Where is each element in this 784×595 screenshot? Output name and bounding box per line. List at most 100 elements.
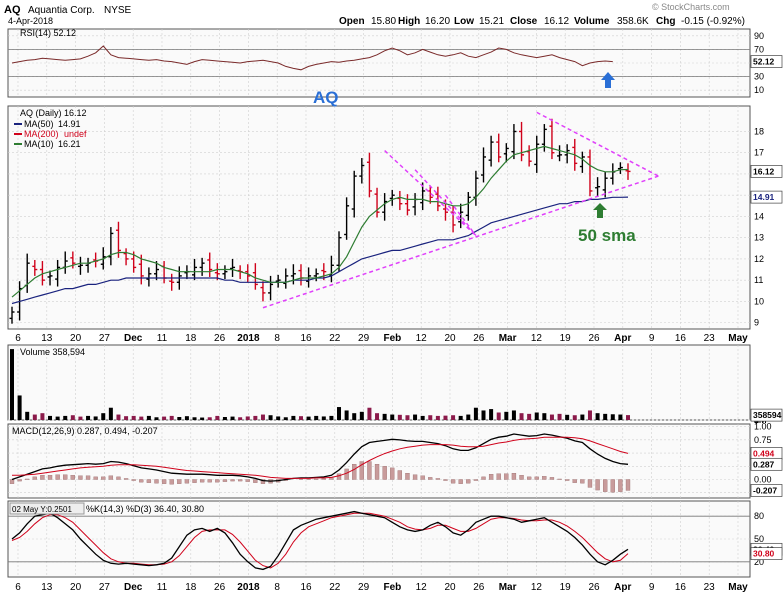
- price-bar: [9, 306, 15, 324]
- price-y-tick-label: 10: [754, 296, 764, 306]
- volume-bar: [108, 407, 113, 420]
- x-axis-tick-label: 16: [675, 333, 687, 344]
- x-axis-tick-label: 6: [15, 333, 21, 344]
- x-axis-tick-label: 19: [560, 333, 572, 344]
- x-axis-tick-label: 13: [41, 582, 53, 593]
- volume-bar: [25, 411, 30, 420]
- volume-legend: Volume 358,594: [20, 347, 85, 357]
- close-label: Close: [510, 16, 538, 27]
- volume-bar: [473, 407, 478, 420]
- volume-bar: [443, 415, 448, 420]
- x-axis-tick-label: 20: [70, 333, 82, 344]
- macd-histogram-bar: [192, 479, 197, 483]
- volume-bar: [184, 416, 189, 420]
- volume-bar: [534, 412, 539, 420]
- macd-histogram-bar: [101, 476, 106, 480]
- macd-histogram-bar: [321, 478, 326, 480]
- ma200-legend: MA(200) undef: [14, 129, 87, 139]
- macd-histogram-bar: [466, 479, 471, 484]
- volume-bar: [230, 416, 235, 420]
- macd-histogram-bar: [131, 479, 136, 481]
- price-bar: [488, 135, 494, 167]
- price-bar: [617, 162, 623, 174]
- x-axis-tick-label: 26: [214, 333, 226, 344]
- x-axis-tick-label: 2018: [237, 333, 260, 344]
- ma50-legend: MA(50) 14.91: [14, 119, 81, 129]
- x-axis-tick-label: Dec: [124, 582, 143, 593]
- macd-histogram-bar: [169, 479, 174, 485]
- x-axis-tick-label: 26: [473, 333, 485, 344]
- ticker-annotation: AQ: [313, 88, 339, 107]
- volume-bar: [245, 416, 250, 420]
- price-y-tick-label: 18: [754, 126, 764, 136]
- volume-bar: [428, 415, 433, 420]
- x-axis-tick-label: 20: [444, 333, 456, 344]
- macd-histogram-bar: [572, 479, 577, 483]
- price-bar: [214, 263, 220, 281]
- volume-bar: [260, 414, 265, 420]
- x-axis-tick-label: 23: [704, 582, 716, 593]
- price-bar: [458, 203, 464, 229]
- sma-annotation: 50 sma: [578, 226, 636, 245]
- macd-histogram-bar: [450, 479, 456, 484]
- volume-value: 358.6K: [617, 16, 649, 27]
- x-axis-tick-label: 26: [214, 582, 226, 593]
- price-bar: [153, 261, 159, 281]
- chart-header: AQ Aquantia Corp. NYSE 4-Apr-2018 © Stoc…: [4, 2, 745, 27]
- x-axis-tick-label: 9: [649, 582, 655, 593]
- x-axis-tick-label: Feb: [384, 582, 402, 593]
- macd-histogram-bar: [542, 476, 547, 480]
- ma10-legend-value: 16.21: [58, 139, 81, 149]
- x-axis-tick-label: 8: [274, 333, 280, 344]
- volume-bar: [375, 413, 380, 420]
- volume-bar: [527, 413, 532, 420]
- x-axis-tick-label: 2018: [237, 582, 260, 593]
- rsi-y-tick-label: 30: [754, 72, 764, 82]
- plot-layer: 52.1216.1214.913585940.4940.287-0.20736.…: [8, 45, 783, 571]
- price-bar: [222, 265, 228, 280]
- ma50-legend-name: MA(50): [24, 119, 54, 129]
- volume-bar: [580, 414, 585, 420]
- macd-y-tick-label: 1.00: [754, 422, 772, 432]
- price-bar: [481, 147, 487, 183]
- macd-histogram-bar: [154, 479, 159, 484]
- macd-histogram-bar: [420, 475, 425, 480]
- volume-bar: [40, 413, 45, 420]
- x-axis-tick-label: 9: [649, 333, 655, 344]
- macd-histogram-bar: [473, 479, 479, 481]
- rsi-y-tick-label: 90: [754, 31, 764, 41]
- price-bar: [519, 121, 525, 162]
- x-axis-tick-label: Feb: [384, 333, 402, 344]
- x-axis-tick-label: 20: [70, 582, 82, 593]
- x-axis-tick-label: Apr: [614, 582, 631, 593]
- volume-bar: [397, 414, 402, 420]
- price-y-tick-label: 11: [754, 275, 763, 285]
- ohlc-summary: Open 15.80 High 16.20 Low 15.21 Close 16…: [339, 16, 745, 27]
- macd-histogram-bar: [25, 478, 30, 480]
- price-bar: [541, 124, 547, 152]
- price-bar: [595, 177, 601, 197]
- price-bar: [290, 264, 296, 285]
- stoch-d-badge-box: [750, 547, 783, 560]
- macd-histogram-bar: [32, 476, 37, 480]
- price-bar: [435, 186, 441, 212]
- x-axis-tick-label: 12: [416, 582, 428, 593]
- volume-bar: [557, 413, 562, 420]
- volume-bar: [390, 414, 395, 420]
- price-bar: [420, 182, 426, 211]
- macd-histogram-bar: [177, 479, 182, 484]
- price-bar: [47, 270, 53, 286]
- sma-arrow-icon: [593, 203, 607, 218]
- x-axis-upper: 6 13 20 27 Dec 11 18 26 2018 8 16 22 29 Feb 12 20 26 Mar 1…: [15, 333, 748, 344]
- macd-histogram-bar: [139, 479, 144, 483]
- macd-histogram-bar: [230, 479, 235, 482]
- volume-bar: [413, 414, 418, 420]
- volume-bar: [314, 415, 319, 420]
- macd-y-tick-label: 0.00: [754, 475, 772, 485]
- rsi-y-tick-label: 70: [754, 44, 764, 54]
- x-axis-tick-label: 22: [329, 582, 341, 593]
- macd-histogram-bar: [625, 479, 631, 491]
- x-axis-tick-label: 26: [588, 333, 600, 344]
- volume-bar: [268, 415, 273, 420]
- macd-histogram-bar: [428, 477, 433, 480]
